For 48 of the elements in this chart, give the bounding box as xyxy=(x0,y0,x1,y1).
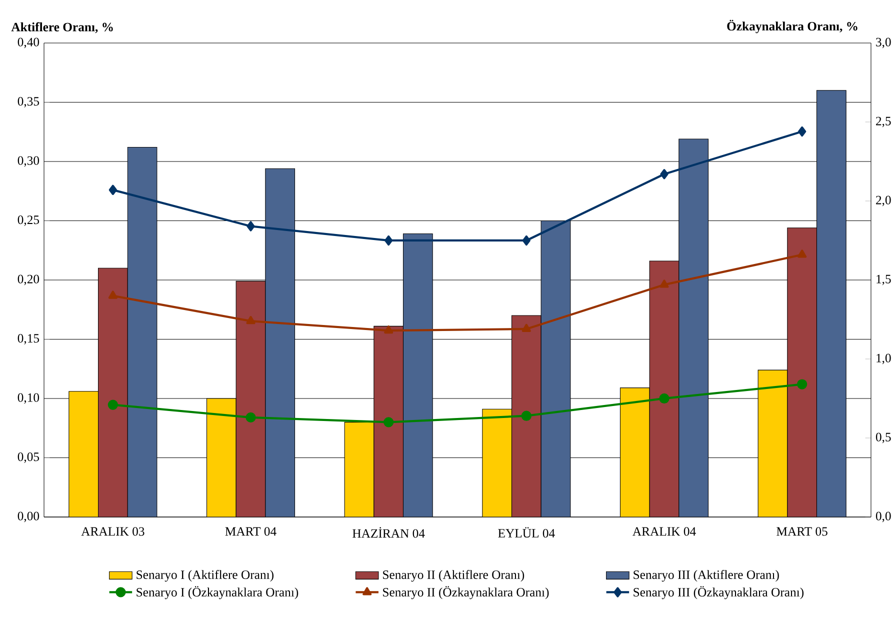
x-tick-label: ARALIK 03 xyxy=(81,527,144,536)
x-tick-label: EYLÜL 04 xyxy=(498,527,555,538)
legend-label: Senaryo III (Aktiflere Oranı) xyxy=(634,570,779,582)
y2-tick-label: 0,5 xyxy=(876,432,891,444)
y2-tick-label: 1,5 xyxy=(876,274,891,286)
y2-tick-label: 0,0 xyxy=(876,512,891,522)
x-tick-label: MART 04 xyxy=(225,527,276,536)
legend-label: Senaryo II (Aktiflere Oranı) xyxy=(383,570,524,582)
point xyxy=(246,221,255,232)
point xyxy=(659,393,670,404)
x-tick-label: HAZİRAN 04 xyxy=(352,527,425,538)
point xyxy=(797,379,808,390)
point xyxy=(798,250,807,258)
y2-tick-label: 3,0 xyxy=(876,38,891,48)
y-tick-label: 0,00 xyxy=(18,512,40,522)
y-axis-title: Aktiflere Oranı, % xyxy=(11,22,113,34)
y-tick-label: 0,15 xyxy=(18,334,40,344)
legend-label: Senaryo III (Özkaynaklara Oranı) xyxy=(634,586,804,600)
y-tick-label: 0,30 xyxy=(18,156,40,167)
y-tick-label: 0,10 xyxy=(18,393,40,404)
point xyxy=(660,169,668,180)
point xyxy=(384,235,393,246)
point xyxy=(384,325,394,334)
y2-tick-label: 2,5 xyxy=(876,116,891,128)
legend-label: Senaryo I (Özkaynaklara Oranı) xyxy=(136,586,298,600)
y-tick-label: 0,05 xyxy=(18,452,40,463)
y2-tick-label: 2,0 xyxy=(876,196,891,206)
point xyxy=(660,280,669,288)
point xyxy=(108,184,117,195)
legend-label: Senaryo I (Aktiflere Oranı) xyxy=(136,570,274,582)
point xyxy=(522,235,530,246)
y2-axis-title: Özkaynaklara Oranı, % xyxy=(727,20,858,34)
y-tick-label: 0,35 xyxy=(18,97,40,108)
y-tick-label: 0,40 xyxy=(18,38,40,48)
point xyxy=(521,410,532,421)
point xyxy=(798,126,806,137)
y2-tick-label: 1,0 xyxy=(876,354,891,364)
point xyxy=(108,290,118,299)
x-tick-label: ARALIK 04 xyxy=(632,527,696,536)
y-tick-label: 0,25 xyxy=(18,216,40,226)
point xyxy=(384,417,394,428)
point xyxy=(246,316,256,324)
point xyxy=(246,412,256,423)
point xyxy=(522,324,531,332)
y-tick-label: 0,20 xyxy=(18,274,40,286)
x-tick-label: MART 05 xyxy=(776,527,828,536)
point xyxy=(108,400,118,410)
legend-label: Senaryo II (Özkaynaklara Oranı) xyxy=(383,586,549,600)
